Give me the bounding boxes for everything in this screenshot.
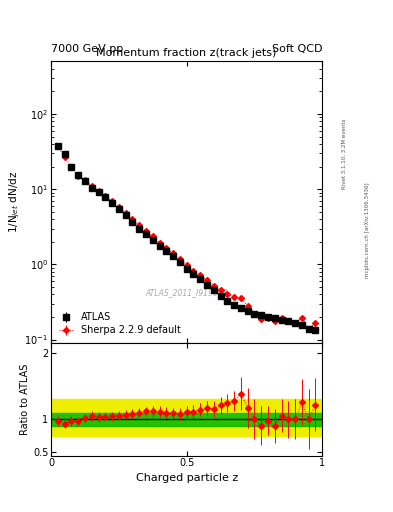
Text: Soft QCD: Soft QCD bbox=[272, 44, 322, 54]
Text: 7000 GeV pp: 7000 GeV pp bbox=[51, 44, 123, 54]
Title: Momentum fraction z(track jets): Momentum fraction z(track jets) bbox=[97, 48, 277, 58]
Text: Rivet 3.1.10, 3.2M events: Rivet 3.1.10, 3.2M events bbox=[342, 118, 347, 189]
Text: ATLAS_2011_I919017: ATLAS_2011_I919017 bbox=[145, 288, 228, 297]
Y-axis label: 1/N$_{jet}$ dN/dz: 1/N$_{jet}$ dN/dz bbox=[7, 171, 22, 233]
Legend: ATLAS, Sherpa 2.2.9 default: ATLAS, Sherpa 2.2.9 default bbox=[56, 309, 184, 338]
Y-axis label: Ratio to ATLAS: Ratio to ATLAS bbox=[20, 364, 30, 435]
X-axis label: Charged particle z: Charged particle z bbox=[136, 473, 238, 483]
Text: mcplots.cern.ch [arXiv:1306.3436]: mcplots.cern.ch [arXiv:1306.3436] bbox=[365, 183, 371, 278]
